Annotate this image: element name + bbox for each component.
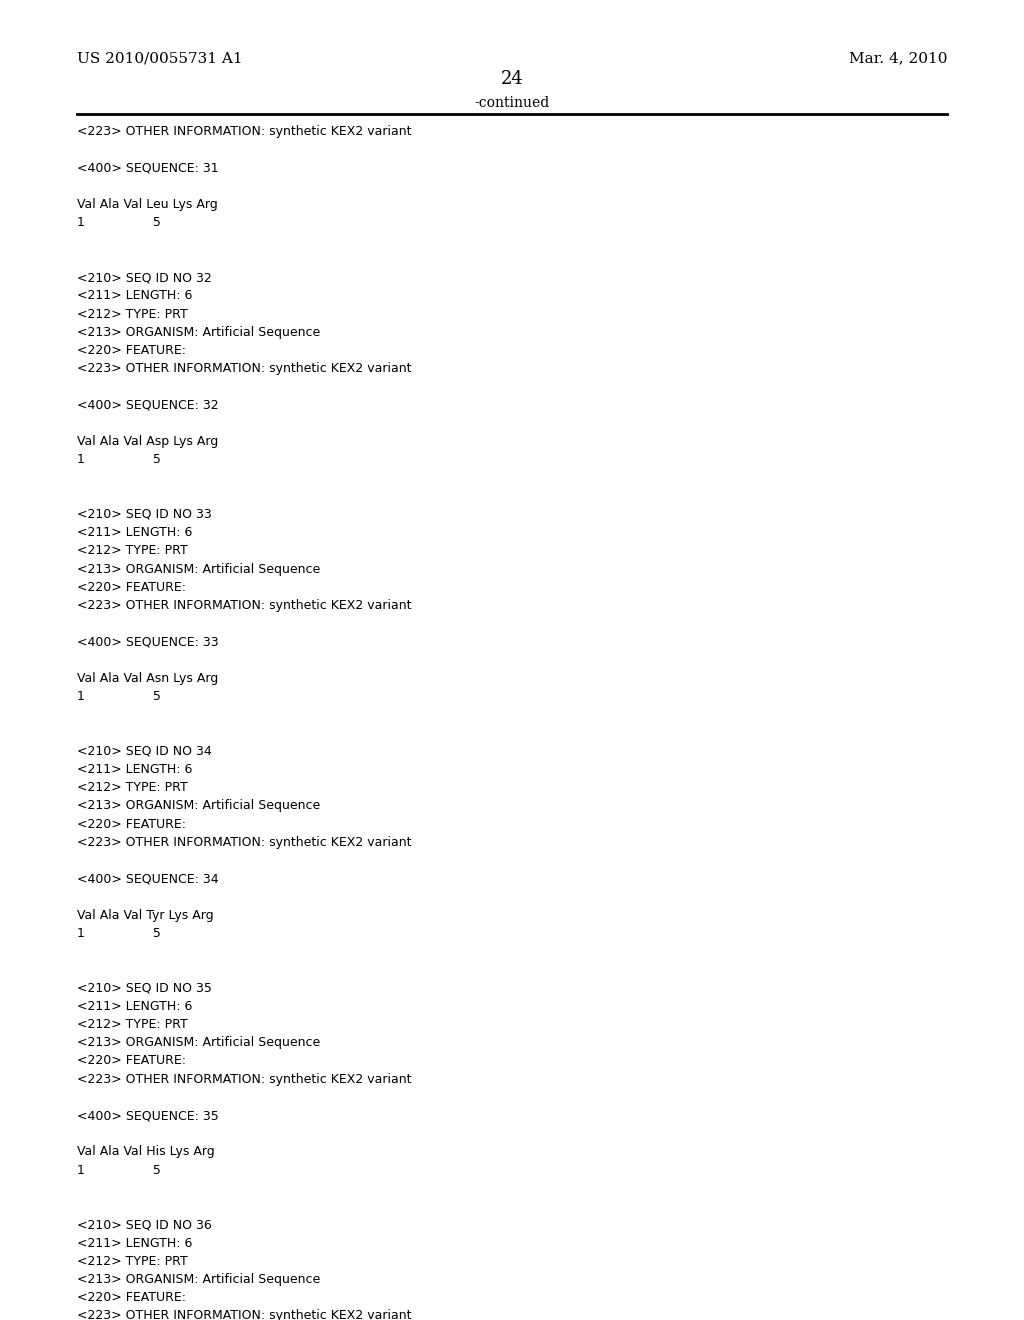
Text: <220> FEATURE:: <220> FEATURE: (77, 1291, 185, 1304)
Text: <220> FEATURE:: <220> FEATURE: (77, 581, 185, 594)
Text: <400> SEQUENCE: 33: <400> SEQUENCE: 33 (77, 635, 218, 648)
Text: <211> LENGTH: 6: <211> LENGTH: 6 (77, 999, 193, 1012)
Text: <213> ORGANISM: Artificial Sequence: <213> ORGANISM: Artificial Sequence (77, 326, 321, 339)
Text: 1                 5: 1 5 (77, 216, 161, 230)
Text: <400> SEQUENCE: 35: <400> SEQUENCE: 35 (77, 1109, 218, 1122)
Text: <223> OTHER INFORMATION: synthetic KEX2 variant: <223> OTHER INFORMATION: synthetic KEX2 … (77, 836, 412, 849)
Text: <400> SEQUENCE: 34: <400> SEQUENCE: 34 (77, 873, 218, 886)
Text: <210> SEQ ID NO 34: <210> SEQ ID NO 34 (77, 744, 212, 758)
Text: <213> ORGANISM: Artificial Sequence: <213> ORGANISM: Artificial Sequence (77, 1036, 321, 1049)
Text: <220> FEATURE:: <220> FEATURE: (77, 1055, 185, 1068)
Text: <213> ORGANISM: Artificial Sequence: <213> ORGANISM: Artificial Sequence (77, 562, 321, 576)
Text: 1                 5: 1 5 (77, 1164, 161, 1176)
Text: Val Ala Val Tyr Lys Arg: Val Ala Val Tyr Lys Arg (77, 908, 213, 921)
Text: Val Ala Val Asp Lys Arg: Val Ala Val Asp Lys Arg (77, 436, 218, 447)
Text: <223> OTHER INFORMATION: synthetic KEX2 variant: <223> OTHER INFORMATION: synthetic KEX2 … (77, 125, 412, 139)
Text: <212> TYPE: PRT: <212> TYPE: PRT (77, 781, 187, 795)
Text: <211> LENGTH: 6: <211> LENGTH: 6 (77, 1237, 193, 1250)
Text: <212> TYPE: PRT: <212> TYPE: PRT (77, 1255, 187, 1267)
Text: <223> OTHER INFORMATION: synthetic KEX2 variant: <223> OTHER INFORMATION: synthetic KEX2 … (77, 1073, 412, 1085)
Text: <223> OTHER INFORMATION: synthetic KEX2 variant: <223> OTHER INFORMATION: synthetic KEX2 … (77, 1309, 412, 1320)
Text: US 2010/0055731 A1: US 2010/0055731 A1 (77, 51, 243, 65)
Text: <211> LENGTH: 6: <211> LENGTH: 6 (77, 289, 193, 302)
Text: 24: 24 (501, 70, 523, 88)
Text: Val Ala Val His Lys Arg: Val Ala Val His Lys Arg (77, 1146, 215, 1159)
Text: <210> SEQ ID NO 36: <210> SEQ ID NO 36 (77, 1218, 212, 1232)
Text: <210> SEQ ID NO 35: <210> SEQ ID NO 35 (77, 982, 212, 994)
Text: <223> OTHER INFORMATION: synthetic KEX2 variant: <223> OTHER INFORMATION: synthetic KEX2 … (77, 362, 412, 375)
Text: 1                 5: 1 5 (77, 690, 161, 704)
Text: <212> TYPE: PRT: <212> TYPE: PRT (77, 1018, 187, 1031)
Text: <223> OTHER INFORMATION: synthetic KEX2 variant: <223> OTHER INFORMATION: synthetic KEX2 … (77, 599, 412, 612)
Text: <220> FEATURE:: <220> FEATURE: (77, 817, 185, 830)
Text: <212> TYPE: PRT: <212> TYPE: PRT (77, 308, 187, 321)
Text: <400> SEQUENCE: 32: <400> SEQUENCE: 32 (77, 399, 218, 412)
Text: 1                 5: 1 5 (77, 927, 161, 940)
Text: 1                 5: 1 5 (77, 453, 161, 466)
Text: <211> LENGTH: 6: <211> LENGTH: 6 (77, 527, 193, 539)
Text: <213> ORGANISM: Artificial Sequence: <213> ORGANISM: Artificial Sequence (77, 800, 321, 812)
Text: Val Ala Val Leu Lys Arg: Val Ala Val Leu Lys Arg (77, 198, 217, 211)
Text: <210> SEQ ID NO 32: <210> SEQ ID NO 32 (77, 271, 212, 284)
Text: <400> SEQUENCE: 31: <400> SEQUENCE: 31 (77, 162, 218, 174)
Text: -continued: -continued (474, 96, 550, 110)
Text: <210> SEQ ID NO 33: <210> SEQ ID NO 33 (77, 508, 212, 521)
Text: <211> LENGTH: 6: <211> LENGTH: 6 (77, 763, 193, 776)
Text: Mar. 4, 2010: Mar. 4, 2010 (849, 51, 947, 65)
Text: <213> ORGANISM: Artificial Sequence: <213> ORGANISM: Artificial Sequence (77, 1272, 321, 1286)
Text: <220> FEATURE:: <220> FEATURE: (77, 345, 185, 356)
Text: Val Ala Val Asn Lys Arg: Val Ala Val Asn Lys Arg (77, 672, 218, 685)
Text: <212> TYPE: PRT: <212> TYPE: PRT (77, 544, 187, 557)
